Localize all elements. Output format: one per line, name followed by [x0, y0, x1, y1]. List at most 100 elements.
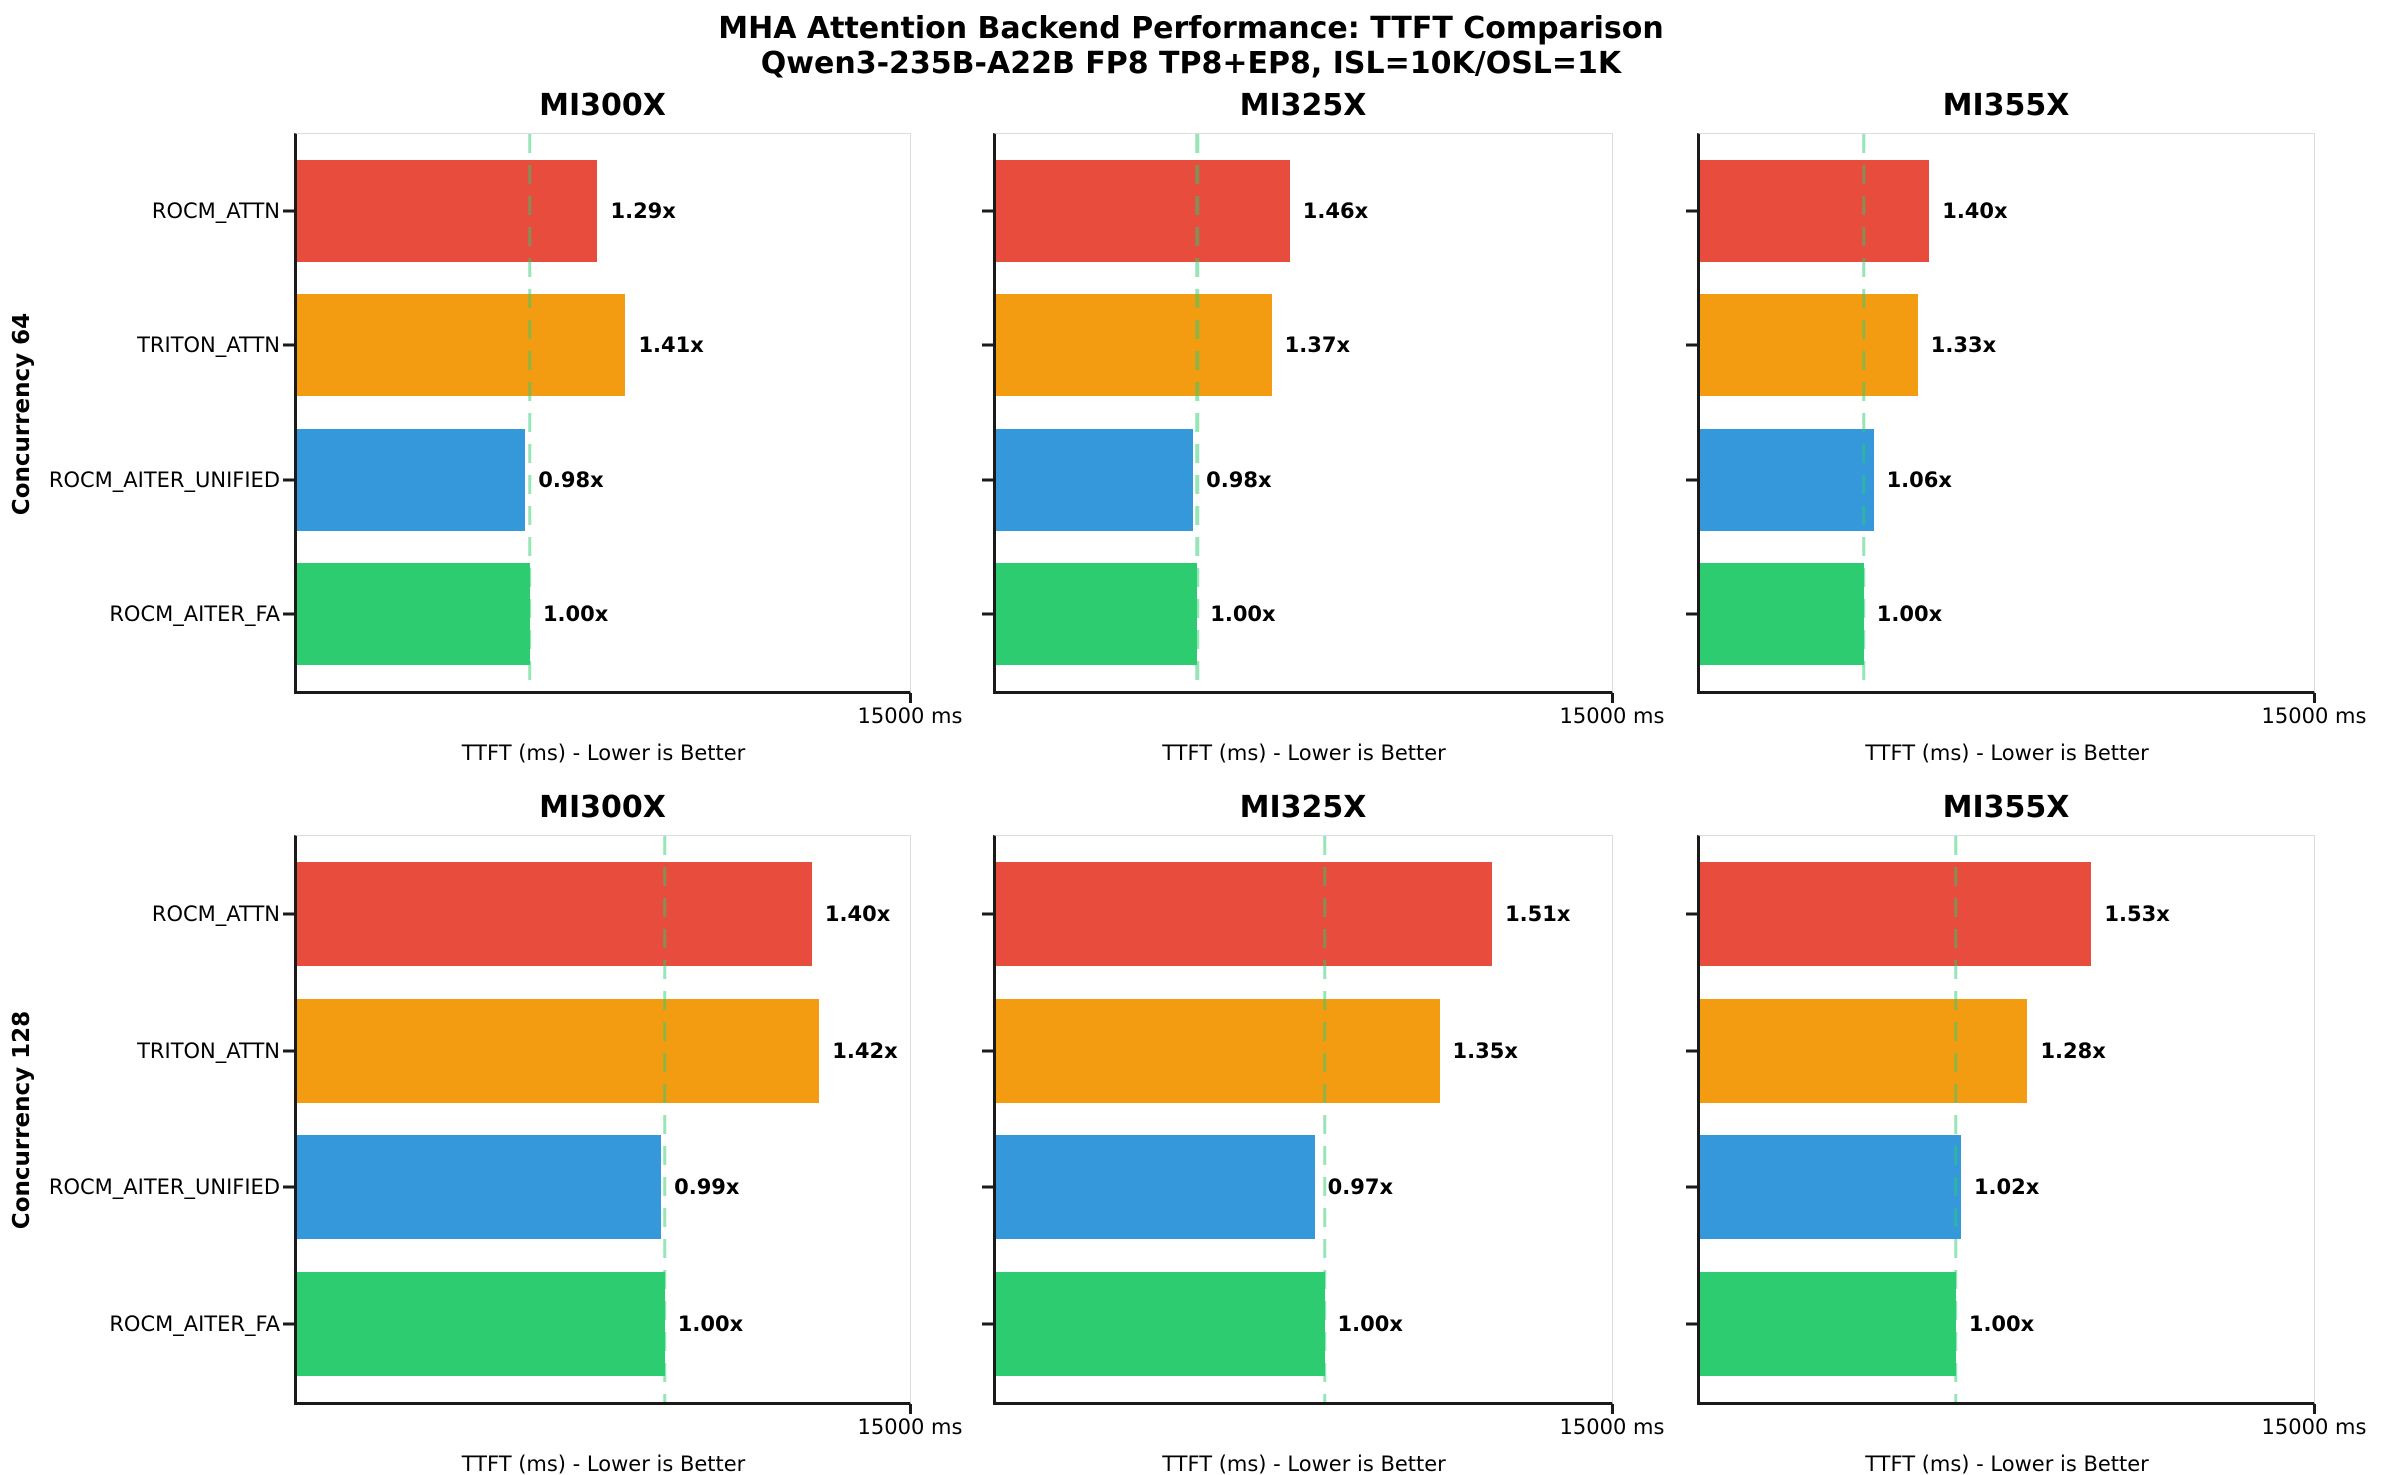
- y-tick-rocm-attn: [1686, 912, 1697, 916]
- bar-rocm-aiter-unified: [1700, 1135, 1961, 1240]
- y-tick-rocm-aiter-unified: [283, 1185, 294, 1189]
- bar-triton-attn: [1700, 294, 1918, 397]
- y-tick-rocm-aiter-fa: [982, 1322, 993, 1326]
- x-axis-label: TTFT (ms) - Lower is Better: [1865, 1452, 2149, 1475]
- x-tick-15000: [2313, 693, 2316, 703]
- category-label-rocm-aiter-fa: ROCM_AITER_FA: [109, 601, 280, 626]
- bar-value-label-triton-attn: 1.28x: [2040, 1038, 2106, 1063]
- bar-value-label-rocm-attn: 1.46x: [1302, 199, 1369, 224]
- baseline-reference-line: [1322, 836, 1327, 1402]
- category-label-rocm-attn: ROCM_ATTN: [151, 199, 280, 224]
- category-row-rocm-aiter-unified: 1.02x: [1686, 1119, 2314, 1256]
- category-row-rocm-aiter-fa: 1.00x: [982, 1256, 1612, 1393]
- y-tick-rocm-aiter-unified: [982, 478, 993, 482]
- bar-value-label-rocm-aiter-unified: 0.98x: [1206, 467, 1272, 492]
- x-tick-15000: [909, 693, 912, 703]
- bar-value-label-rocm-aiter-fa: 1.00x: [1210, 601, 1276, 626]
- baseline-reference-line: [1862, 134, 1866, 691]
- y-tick-triton-attn: [1686, 343, 1697, 347]
- category-row-triton-attn: TRITON_ATTN 1.41x: [137, 278, 910, 412]
- baseline-reference-line: [528, 134, 532, 691]
- bar-value-label-rocm-aiter-fa: 1.00x: [1337, 1311, 1403, 1336]
- y-tick-rocm-aiter-fa: [1686, 1322, 1697, 1326]
- bar-rocm-aiter-unified: [996, 428, 1194, 531]
- bar-value-label-rocm-attn: 1.51x: [1505, 902, 1571, 927]
- plot-area-mi300x-concurrency-128: ROCM_ATTN 1.40x TRITON_ATTN 1.42x ROCM_AITER…: [49, 846, 910, 1392]
- y-tick-rocm-aiter-unified: [283, 478, 294, 482]
- axes-mi300x-concurrency-64: ROCM_ATTN 1.29x TRITON_ATTN 1.41x ROCM_AITER…: [49, 133, 962, 765]
- x-axis-label: TTFT (ms) - Lower is Better: [461, 1452, 746, 1475]
- category-row-triton-attn: 1.37x: [982, 278, 1612, 412]
- y-tick-triton-attn: [982, 1049, 993, 1053]
- bar-rocm-aiter-fa: [996, 562, 1198, 665]
- category-label-rocm-aiter-fa: ROCM_AITER_FA: [109, 1311, 280, 1336]
- bar-rocm-attn: [996, 160, 1290, 263]
- plot-area-mi355x-concurrency-128: 1.53x 1.28x 1.02x 1.00x: [1686, 846, 2314, 1392]
- subplot-title-mi355x-concurrency-64: MI355X: [1942, 88, 2070, 123]
- bar-value-label-triton-attn: 1.41x: [638, 333, 704, 358]
- bar-rocm-aiter-unified: [297, 1135, 662, 1240]
- axes-mi325x-concurrency-128: 1.51x 1.35x 0.97x 1.00x 15000 ms TTFT (ms) - …: [982, 835, 1664, 1475]
- x-tick-label-15000: 15000 ms: [2261, 704, 2367, 728]
- y-tick-triton-attn: [283, 1049, 294, 1053]
- plot-area-mi325x-concurrency-64: 1.46x 1.37x 0.98x 1.00x: [982, 144, 1612, 681]
- bar-rocm-aiter-fa: [1700, 1271, 1956, 1376]
- bar-value-label-rocm-aiter-unified: 1.02x: [1973, 1175, 2040, 1200]
- category-row-rocm-aiter-fa: 1.00x: [982, 547, 1612, 681]
- bar-rocm-attn: [1700, 862, 2092, 967]
- x-tick-label-15000: 15000 ms: [1559, 704, 1665, 728]
- y-tick-rocm-aiter-fa: [283, 612, 294, 616]
- y-tick-triton-attn: [283, 343, 294, 347]
- category-label-triton-attn: TRITON_ATTN: [137, 1038, 280, 1063]
- axes-mi300x-concurrency-128: ROCM_ATTN 1.40x TRITON_ATTN 1.42x ROCM_AITER…: [49, 835, 962, 1475]
- bar-value-label-rocm-aiter-fa: 1.00x: [1968, 1311, 2035, 1336]
- axes-mi325x-concurrency-64: 1.46x 1.37x 0.98x 1.00x 15000 ms TTFT (ms) - …: [982, 133, 1664, 765]
- category-row-rocm-aiter-unified: 0.97x: [982, 1119, 1612, 1256]
- bar-value-label-rocm-attn: 1.40x: [1942, 199, 2008, 224]
- bar-value-label-rocm-aiter-unified: 0.98x: [538, 467, 604, 492]
- bar-value-label-rocm-aiter-fa: 1.00x: [677, 1311, 744, 1336]
- y-axis-label-concurrency-128: Concurrency 128: [9, 1010, 35, 1230]
- bar-rocm-aiter-unified: [996, 1135, 1315, 1240]
- category-label-triton-attn: TRITON_ATTN: [137, 333, 280, 358]
- y-tick-rocm-attn: [982, 912, 993, 916]
- x-tick-label-15000: 15000 ms: [1559, 1415, 1665, 1439]
- category-row-rocm-attn: 1.53x: [1686, 846, 2314, 983]
- y-tick-rocm-attn: [283, 209, 294, 213]
- bar-rocm-aiter-unified: [297, 428, 526, 531]
- bar-rocm-attn: [996, 862, 1493, 967]
- bar-value-label-rocm-aiter-unified: 0.97x: [1327, 1175, 1394, 1200]
- bar-rocm-aiter-fa: [1700, 562, 1864, 665]
- category-row-triton-attn: TRITON_ATTN 1.42x: [137, 983, 910, 1120]
- figure-title-line2: Qwen3-235B-A22B FP8 TP8+EP8, ISL=10K/OSL…: [760, 46, 1622, 81]
- bar-value-label-rocm-attn: 1.53x: [2104, 902, 2170, 927]
- bar-value-label-rocm-attn: 1.29x: [610, 199, 676, 224]
- bar-rocm-aiter-fa: [996, 1271, 1325, 1376]
- bar-value-label-rocm-aiter-fa: 1.00x: [542, 601, 609, 626]
- x-tick-label-15000: 15000 ms: [857, 1415, 963, 1439]
- baseline-reference-line: [663, 836, 667, 1402]
- bar-rocm-attn: [1700, 160, 1930, 263]
- y-tick-rocm-attn: [982, 209, 993, 213]
- y-tick-triton-attn: [982, 343, 993, 347]
- bar-triton-attn: [297, 294, 626, 397]
- bar-triton-attn: [996, 294, 1272, 397]
- bar-rocm-aiter-unified: [1700, 428, 1874, 531]
- figure-title-line1: MHA Attention Backend Performance: TTFT …: [718, 11, 1664, 46]
- plot-area-mi300x-concurrency-64: ROCM_ATTN 1.29x TRITON_ATTN 1.41x ROCM_AITER…: [49, 144, 910, 681]
- y-tick-rocm-aiter-fa: [283, 1322, 294, 1326]
- y-tick-rocm-aiter-unified: [1686, 478, 1697, 482]
- subplot-title-mi300x-concurrency-64: MI300X: [539, 88, 666, 123]
- y-tick-rocm-aiter-unified: [982, 1185, 993, 1189]
- y-tick-rocm-attn: [283, 912, 294, 916]
- baseline-reference-line: [1195, 134, 1199, 691]
- bar-value-label-rocm-aiter-unified: 0.99x: [674, 1175, 740, 1200]
- category-row-rocm-attn: 1.40x: [1686, 144, 2314, 278]
- category-row-rocm-attn: 1.46x: [982, 144, 1612, 278]
- plot-area-mi325x-concurrency-128: 1.51x 1.35x 0.97x 1.00x: [982, 846, 1612, 1393]
- x-tick-label-15000: 15000 ms: [2261, 1415, 2367, 1439]
- bar-value-label-triton-attn: 1.42x: [832, 1038, 898, 1063]
- subplot-title-mi300x-concurrency-128: MI300X: [539, 790, 666, 825]
- bar-triton-attn: [996, 998, 1440, 1103]
